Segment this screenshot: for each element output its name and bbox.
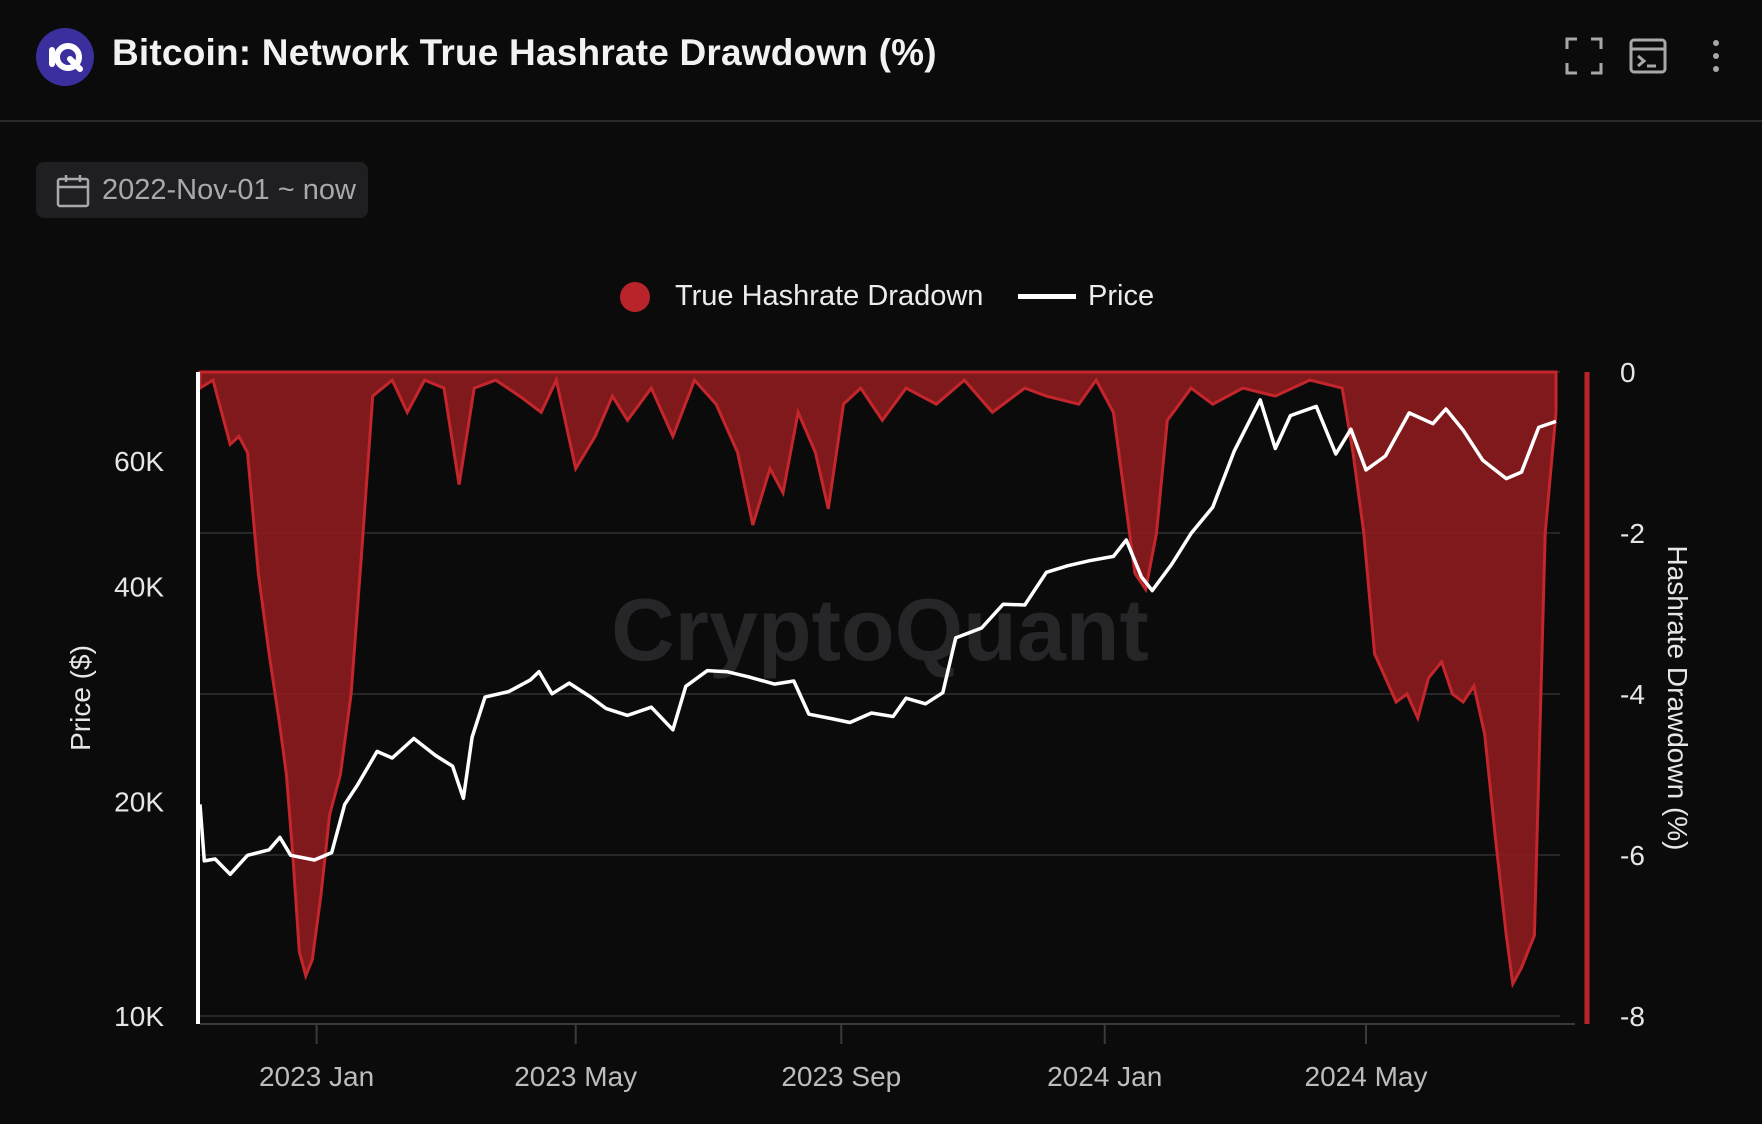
x-tick-label: 2024 Jan xyxy=(1047,1061,1162,1092)
fullscreen-icon[interactable] xyxy=(1564,36,1604,76)
date-range-selector[interactable]: 2022-Nov-01 ~ now xyxy=(36,162,368,218)
price-line xyxy=(198,398,1557,877)
right-tick-labels: 0 -2 -4 -6 -8 xyxy=(1620,357,1645,1032)
right-tick-label: -8 xyxy=(1620,1001,1645,1032)
legend-drawdown-swatch[interactable] xyxy=(620,282,650,312)
chart-legend: True Hashrate Dradown Price xyxy=(0,278,1762,318)
legend-drawdown-label[interactable]: True Hashrate Dradown xyxy=(675,280,984,312)
right-axis-label: Hashrate Drawdown (%) xyxy=(1662,546,1693,851)
right-tick-label: -6 xyxy=(1620,840,1645,871)
left-axis-label: Price ($) xyxy=(65,645,96,751)
left-tick-label: 20K xyxy=(114,786,164,817)
x-tick-label: 2024 May xyxy=(1305,1061,1428,1092)
calendar-icon xyxy=(56,175,90,208)
watermark-text: CryptoQuant xyxy=(611,580,1149,679)
x-tick-label: 2023 Sep xyxy=(781,1061,901,1092)
x-tick-label: 2023 Jan xyxy=(259,1061,374,1092)
terminal-icon[interactable] xyxy=(1628,36,1668,76)
more-vert-icon[interactable] xyxy=(1696,36,1736,76)
page-title: Bitcoin: Network True Hashrate Drawdown … xyxy=(112,32,937,73)
left-tick-label: 10K xyxy=(114,1001,164,1032)
date-range-label: 2022-Nov-01 ~ now xyxy=(102,174,356,206)
right-tick-label: -4 xyxy=(1620,679,1645,710)
right-tick-label: 0 xyxy=(1620,357,1636,388)
legend-price-swatch[interactable] xyxy=(1018,294,1076,299)
left-tick-label: 40K xyxy=(114,572,164,603)
drawdown-area xyxy=(198,370,1558,989)
left-tick-label: 60K xyxy=(114,446,164,477)
legend-price-label[interactable]: Price xyxy=(1088,280,1155,312)
right-tick-label: -2 xyxy=(1620,518,1645,549)
logo-icon xyxy=(36,28,94,86)
x-tick-label: 2023 May xyxy=(514,1061,637,1092)
header-bar: Bitcoin: Network True Hashrate Drawdown … xyxy=(0,0,1762,122)
x-tick-labels: 2023 Jan 2023 May 2023 Sep 2024 Jan 2024 May xyxy=(259,1024,1427,1092)
left-tick-labels: 10K 20K 40K 60K xyxy=(114,446,164,1032)
